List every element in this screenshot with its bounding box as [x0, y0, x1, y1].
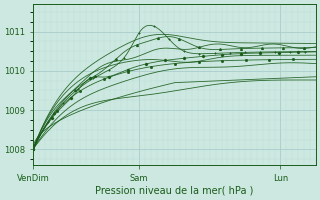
- X-axis label: Pression niveau de la mer( hPa ): Pression niveau de la mer( hPa ): [95, 186, 253, 196]
